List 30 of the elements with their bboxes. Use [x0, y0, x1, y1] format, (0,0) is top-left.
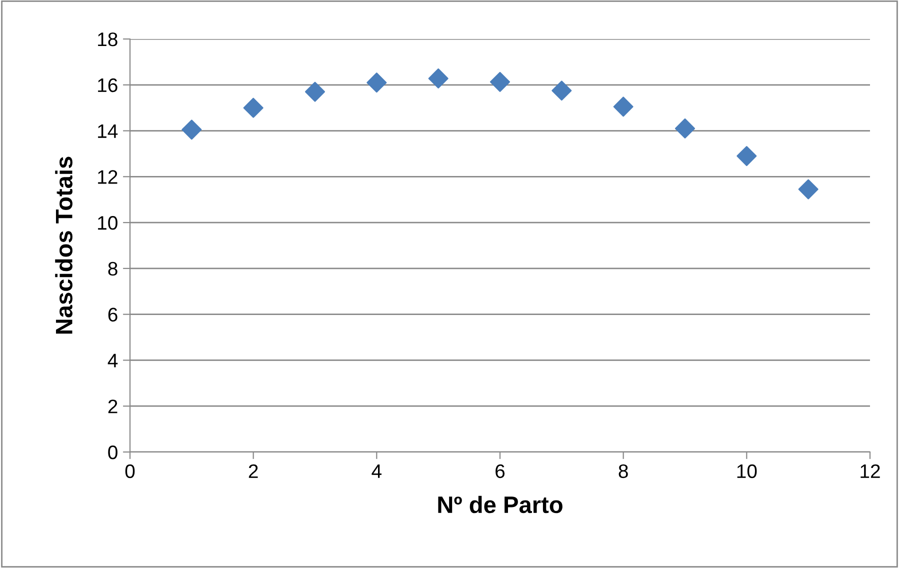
point — [736, 146, 757, 166]
x-tick-label: 12 — [860, 464, 880, 478]
point — [366, 72, 387, 93]
y-tick-label: 10 — [98, 216, 118, 230]
point — [428, 68, 448, 88]
y-tick-label: 0 — [108, 445, 118, 460]
y-tick-label: 6 — [108, 308, 118, 322]
point — [243, 98, 264, 118]
y-tick-label: 18 — [98, 32, 118, 46]
point — [490, 72, 510, 92]
x-tick-label: 8 — [618, 464, 628, 478]
x-tick-label: 6 — [496, 464, 505, 478]
y-tick-label: 16 — [98, 78, 118, 92]
y-tick-label: 2 — [108, 400, 118, 414]
x-tick-label: 0 — [125, 464, 135, 478]
y-tick-label: 4 — [108, 354, 118, 368]
point — [552, 80, 572, 101]
x-axis-title: Nº de Parto — [438, 496, 562, 514]
x-tick-label: 2 — [248, 464, 258, 478]
y-tick-label: 14 — [98, 124, 118, 138]
point — [798, 179, 818, 200]
point — [304, 82, 326, 102]
y-tick-label: 12 — [98, 170, 118, 184]
point — [182, 120, 202, 140]
y-tick-label: 8 — [108, 262, 118, 276]
x-tick-label: 4 — [372, 464, 382, 478]
point — [674, 118, 696, 138]
x-tick-label: 10 — [737, 464, 757, 478]
point — [613, 96, 634, 117]
y-axis-title: Nascidos Totais — [55, 156, 72, 334]
